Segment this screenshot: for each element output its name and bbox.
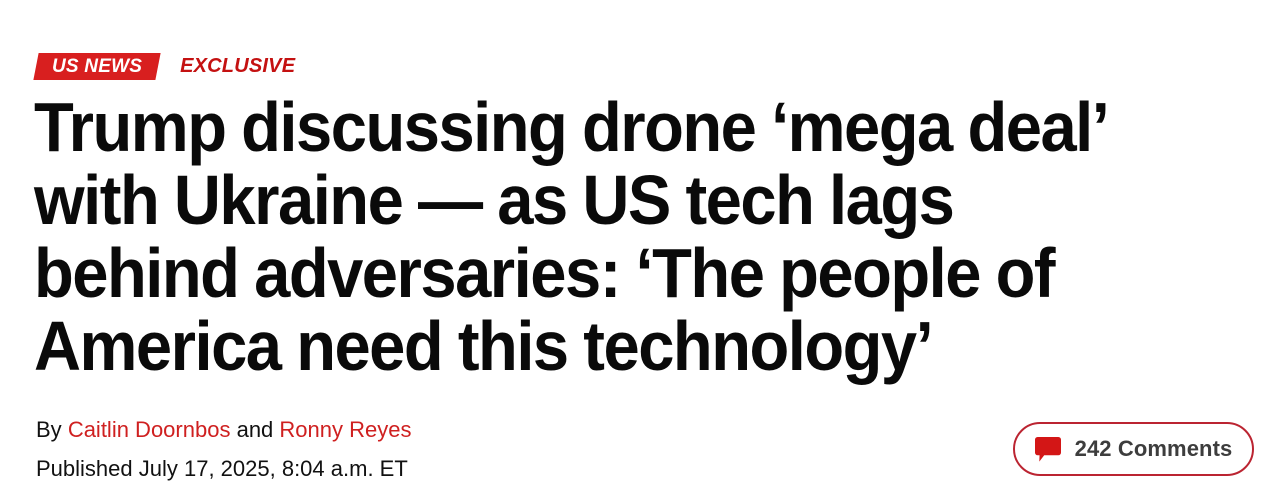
page-title: Trump discussing drone ‘mega deal’ with … bbox=[34, 88, 1106, 385]
author-link-primary[interactable]: Caitlin Doornbos bbox=[67, 417, 231, 442]
exclusive-label: EXCLUSIVE bbox=[180, 54, 296, 77]
comment-bubble-icon bbox=[1034, 436, 1061, 462]
author-link-secondary[interactable]: Ronny Reyes bbox=[279, 417, 412, 442]
section-badge-label: US NEWS bbox=[52, 55, 143, 77]
byline: By Caitlin Doornbos and Ronny Reyes bbox=[36, 416, 412, 444]
byline-prefix: By bbox=[36, 417, 62, 442]
byline-conjunction: and bbox=[236, 417, 274, 442]
comments-count-label: 242 Comments bbox=[1074, 436, 1233, 461]
kicker-row: US NEWS EXCLUSIVE bbox=[33, 51, 296, 81]
published-timestamp: Published July 17, 2025, 8:04 a.m. ET bbox=[36, 456, 408, 481]
comments-button[interactable]: 242 Comments bbox=[1013, 422, 1254, 476]
section-badge-us-news[interactable]: US NEWS bbox=[33, 52, 161, 80]
